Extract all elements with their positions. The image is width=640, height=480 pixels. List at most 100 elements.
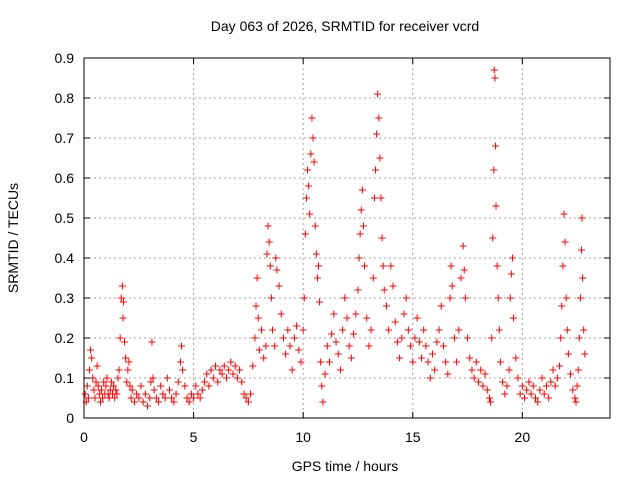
data-point bbox=[102, 382, 110, 390]
data-point bbox=[194, 390, 202, 398]
data-point bbox=[534, 398, 542, 406]
data-point bbox=[538, 374, 546, 382]
data-point bbox=[491, 74, 499, 82]
data-point bbox=[488, 334, 496, 342]
data-point bbox=[83, 382, 91, 390]
data-point bbox=[275, 282, 283, 290]
data-point bbox=[231, 362, 239, 370]
data-point bbox=[299, 326, 307, 334]
data-point bbox=[297, 358, 305, 366]
data-point bbox=[328, 330, 336, 338]
data-point bbox=[409, 358, 417, 366]
data-point bbox=[212, 362, 219, 370]
data-point bbox=[377, 194, 385, 202]
data-point bbox=[446, 294, 454, 302]
data-point bbox=[339, 326, 347, 334]
data-point bbox=[352, 310, 360, 318]
data-point bbox=[375, 114, 383, 122]
data-point bbox=[359, 222, 367, 230]
data-point bbox=[527, 390, 535, 398]
data-point bbox=[503, 382, 511, 390]
axis-ticks: 0 0.1 0.2 0.3 0.4 0.5 0.6 0.7 0.8 0.9 0 5 10 15 20 bbox=[55, 50, 610, 445]
data-point bbox=[562, 294, 570, 302]
data-point bbox=[475, 378, 482, 386]
data-point bbox=[312, 250, 320, 258]
y-tick-label: 0.2 bbox=[55, 330, 75, 346]
data-point bbox=[560, 210, 568, 218]
data-point bbox=[179, 366, 187, 374]
data-point bbox=[300, 294, 308, 302]
data-point bbox=[376, 154, 384, 162]
data-point bbox=[290, 334, 298, 342]
data-point bbox=[464, 334, 472, 342]
data-point bbox=[341, 294, 349, 302]
data-point bbox=[569, 386, 577, 394]
data-point bbox=[525, 378, 533, 386]
data-point bbox=[305, 182, 313, 190]
data-point bbox=[170, 398, 178, 406]
data-point bbox=[118, 282, 126, 290]
data-point bbox=[96, 398, 104, 406]
data-point bbox=[400, 310, 408, 318]
data-point bbox=[493, 262, 501, 270]
data-point bbox=[277, 310, 285, 318]
chart-title: Day 063 of 2026, SRMTID for receiver vcr… bbox=[211, 18, 479, 34]
data-point bbox=[144, 402, 152, 410]
data-point bbox=[273, 266, 281, 274]
data-point bbox=[214, 378, 222, 386]
data-point bbox=[494, 294, 502, 302]
data-point bbox=[564, 350, 572, 358]
data-point bbox=[310, 158, 318, 166]
data-point bbox=[321, 370, 329, 378]
data-point bbox=[265, 238, 273, 246]
data-point bbox=[332, 338, 340, 346]
data-point bbox=[444, 370, 452, 378]
data-point bbox=[307, 150, 315, 158]
data-point bbox=[240, 390, 248, 398]
data-point bbox=[580, 326, 588, 334]
data-point bbox=[487, 398, 495, 406]
data-point bbox=[103, 374, 111, 382]
data-point bbox=[242, 394, 250, 402]
data-point bbox=[84, 394, 92, 402]
data-point bbox=[114, 374, 122, 382]
data-point bbox=[374, 90, 382, 98]
x-tick-label: 10 bbox=[295, 429, 311, 445]
data-point bbox=[100, 378, 108, 386]
data-point bbox=[263, 250, 271, 258]
data-point bbox=[192, 382, 200, 390]
y-tick-label: 0.6 bbox=[55, 170, 75, 186]
data-point bbox=[176, 358, 184, 366]
data-point bbox=[181, 382, 189, 390]
data-point bbox=[159, 390, 167, 398]
data-point bbox=[457, 274, 465, 282]
data-point bbox=[453, 358, 461, 366]
data-point bbox=[227, 358, 235, 366]
data-point bbox=[168, 394, 176, 402]
data-point bbox=[279, 334, 287, 342]
data-point bbox=[393, 338, 401, 346]
data-point bbox=[547, 378, 555, 386]
data-point bbox=[127, 394, 135, 402]
x-axis-label: GPS time / hours bbox=[292, 458, 399, 474]
data-point bbox=[123, 378, 131, 386]
data-point bbox=[389, 282, 397, 290]
data-point bbox=[556, 362, 564, 370]
data-point bbox=[315, 262, 323, 270]
data-point bbox=[461, 294, 469, 302]
x-tick-label: 20 bbox=[515, 429, 531, 445]
data-point bbox=[418, 354, 426, 362]
data-point bbox=[356, 230, 364, 238]
data-point bbox=[435, 326, 443, 334]
data-point bbox=[578, 246, 586, 254]
data-point bbox=[495, 326, 503, 334]
data-point bbox=[334, 350, 342, 358]
data-point bbox=[492, 202, 500, 210]
data-point bbox=[137, 382, 145, 390]
data-point bbox=[472, 358, 480, 366]
data-point bbox=[306, 210, 314, 218]
data-point bbox=[317, 358, 325, 366]
data-point bbox=[428, 350, 436, 358]
data-point bbox=[518, 382, 526, 390]
data-point bbox=[433, 338, 441, 346]
